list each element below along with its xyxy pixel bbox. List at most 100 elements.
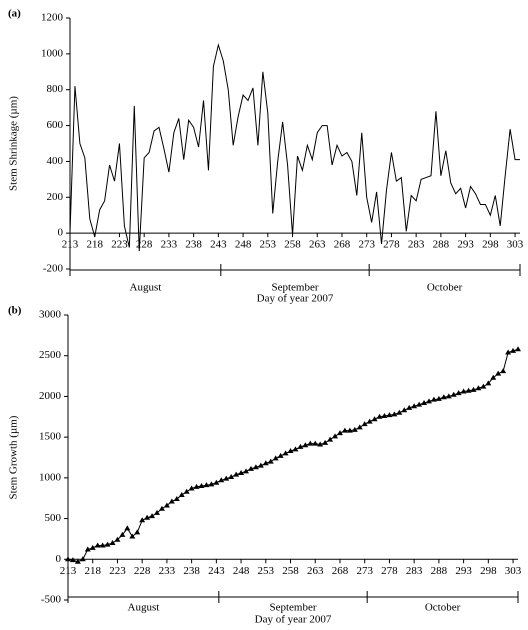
data-point <box>233 471 240 477</box>
data-point <box>129 533 136 539</box>
data-point <box>297 443 304 449</box>
data-point <box>386 412 393 418</box>
data-point <box>346 427 353 433</box>
data-point <box>317 441 324 447</box>
y-tick-label: 500 <box>45 512 62 524</box>
data-line <box>69 42 520 252</box>
data-point <box>351 426 358 432</box>
data-point <box>203 482 210 488</box>
x-tick-label: 283 <box>406 565 423 577</box>
x-tick-label: 288 <box>433 239 450 251</box>
x-tick-label: 248 <box>235 239 252 251</box>
data-point <box>193 483 200 489</box>
data-point <box>65 556 71 562</box>
y-tick-label: -200 <box>43 263 64 275</box>
x-tick-label: 283 <box>408 239 425 251</box>
data-point <box>79 556 86 562</box>
x-tick-label: 288 <box>431 565 448 577</box>
data-point <box>183 488 190 494</box>
data-point <box>238 469 245 475</box>
x-tick-label: 263 <box>309 239 326 251</box>
x-tick-label: 263 <box>307 565 324 577</box>
data-point <box>134 529 141 535</box>
panel-label: (a) <box>8 8 21 20</box>
data-point <box>327 436 334 442</box>
data-point <box>455 390 462 396</box>
data-point <box>416 401 423 407</box>
data-point <box>223 475 230 481</box>
x-tick-label: 243 <box>210 239 227 251</box>
x-tick-label: 273 <box>358 239 375 251</box>
data-point <box>480 383 487 389</box>
x-tick-label: 233 <box>159 565 176 577</box>
month-label: September <box>271 282 318 294</box>
x-tick-label: 218 <box>86 239 103 251</box>
data-point <box>99 542 106 548</box>
data-point <box>109 540 116 545</box>
data-point <box>247 465 254 471</box>
x-tick-label: 303 <box>507 239 524 251</box>
data-point <box>188 485 195 491</box>
x-tick-label: 238 <box>185 239 202 251</box>
data-point <box>302 442 309 448</box>
x-tick-label: 213 <box>60 565 77 577</box>
y-tick-label: 1200 <box>41 12 64 24</box>
data-point <box>168 498 175 504</box>
y-axis-label: Stem Growth (µm) <box>8 415 20 499</box>
data-point <box>425 398 432 404</box>
data-point <box>114 536 121 542</box>
x-tick-label: 268 <box>334 239 351 251</box>
data-point <box>74 558 81 564</box>
data-point <box>475 385 482 391</box>
data-point <box>322 439 329 445</box>
x-tick-label: 238 <box>183 565 200 577</box>
x-tick-label: 228 <box>134 565 151 577</box>
y-tick-label: 800 <box>47 83 64 95</box>
data-point <box>144 514 151 520</box>
data-point <box>421 399 428 405</box>
data-point <box>440 394 447 400</box>
data-point <box>396 409 403 415</box>
y-tick-label: 1000 <box>39 471 62 483</box>
data-point <box>332 433 339 439</box>
data-point <box>104 541 111 547</box>
data-point <box>366 418 373 424</box>
data-point <box>252 464 259 470</box>
data-point <box>282 450 289 456</box>
data-point <box>371 416 378 422</box>
y-tick-label: 1500 <box>39 431 62 443</box>
x-tick-label: 293 <box>455 565 472 577</box>
x-tick-label: 273 <box>356 565 373 577</box>
month-label: October <box>427 282 463 294</box>
data-point <box>381 412 388 418</box>
x-tick-label: 278 <box>381 565 398 577</box>
data-point <box>500 368 507 374</box>
data-point <box>401 407 408 413</box>
data-point <box>154 509 161 515</box>
x-tick-label: 218 <box>84 565 101 577</box>
data-point <box>450 391 457 397</box>
data-point <box>515 346 521 352</box>
x-tick-label: 258 <box>284 239 301 251</box>
x-tick-label: 243 <box>208 565 225 577</box>
x-tick-label: 258 <box>282 565 299 577</box>
month-label: October <box>425 602 461 614</box>
x-tick-label: 213 <box>62 239 79 251</box>
x-axis-label: Day of year 2007 <box>257 293 334 305</box>
data-point <box>267 458 274 464</box>
x-tick-label: 253 <box>260 239 277 251</box>
y-tick-label: 2000 <box>39 390 62 402</box>
data-line <box>67 348 519 563</box>
data-point <box>505 349 512 355</box>
data-point <box>139 517 146 523</box>
y-tick-label: 600 <box>47 119 64 131</box>
y-tick-label: 200 <box>47 191 64 203</box>
data-point <box>361 421 368 427</box>
data-point <box>218 477 225 483</box>
data-point <box>94 542 101 548</box>
data-point <box>406 404 413 410</box>
y-tick-label: 2500 <box>39 349 62 361</box>
panel-label: (b) <box>8 305 22 317</box>
data-point <box>89 544 96 550</box>
data-point <box>163 502 170 508</box>
